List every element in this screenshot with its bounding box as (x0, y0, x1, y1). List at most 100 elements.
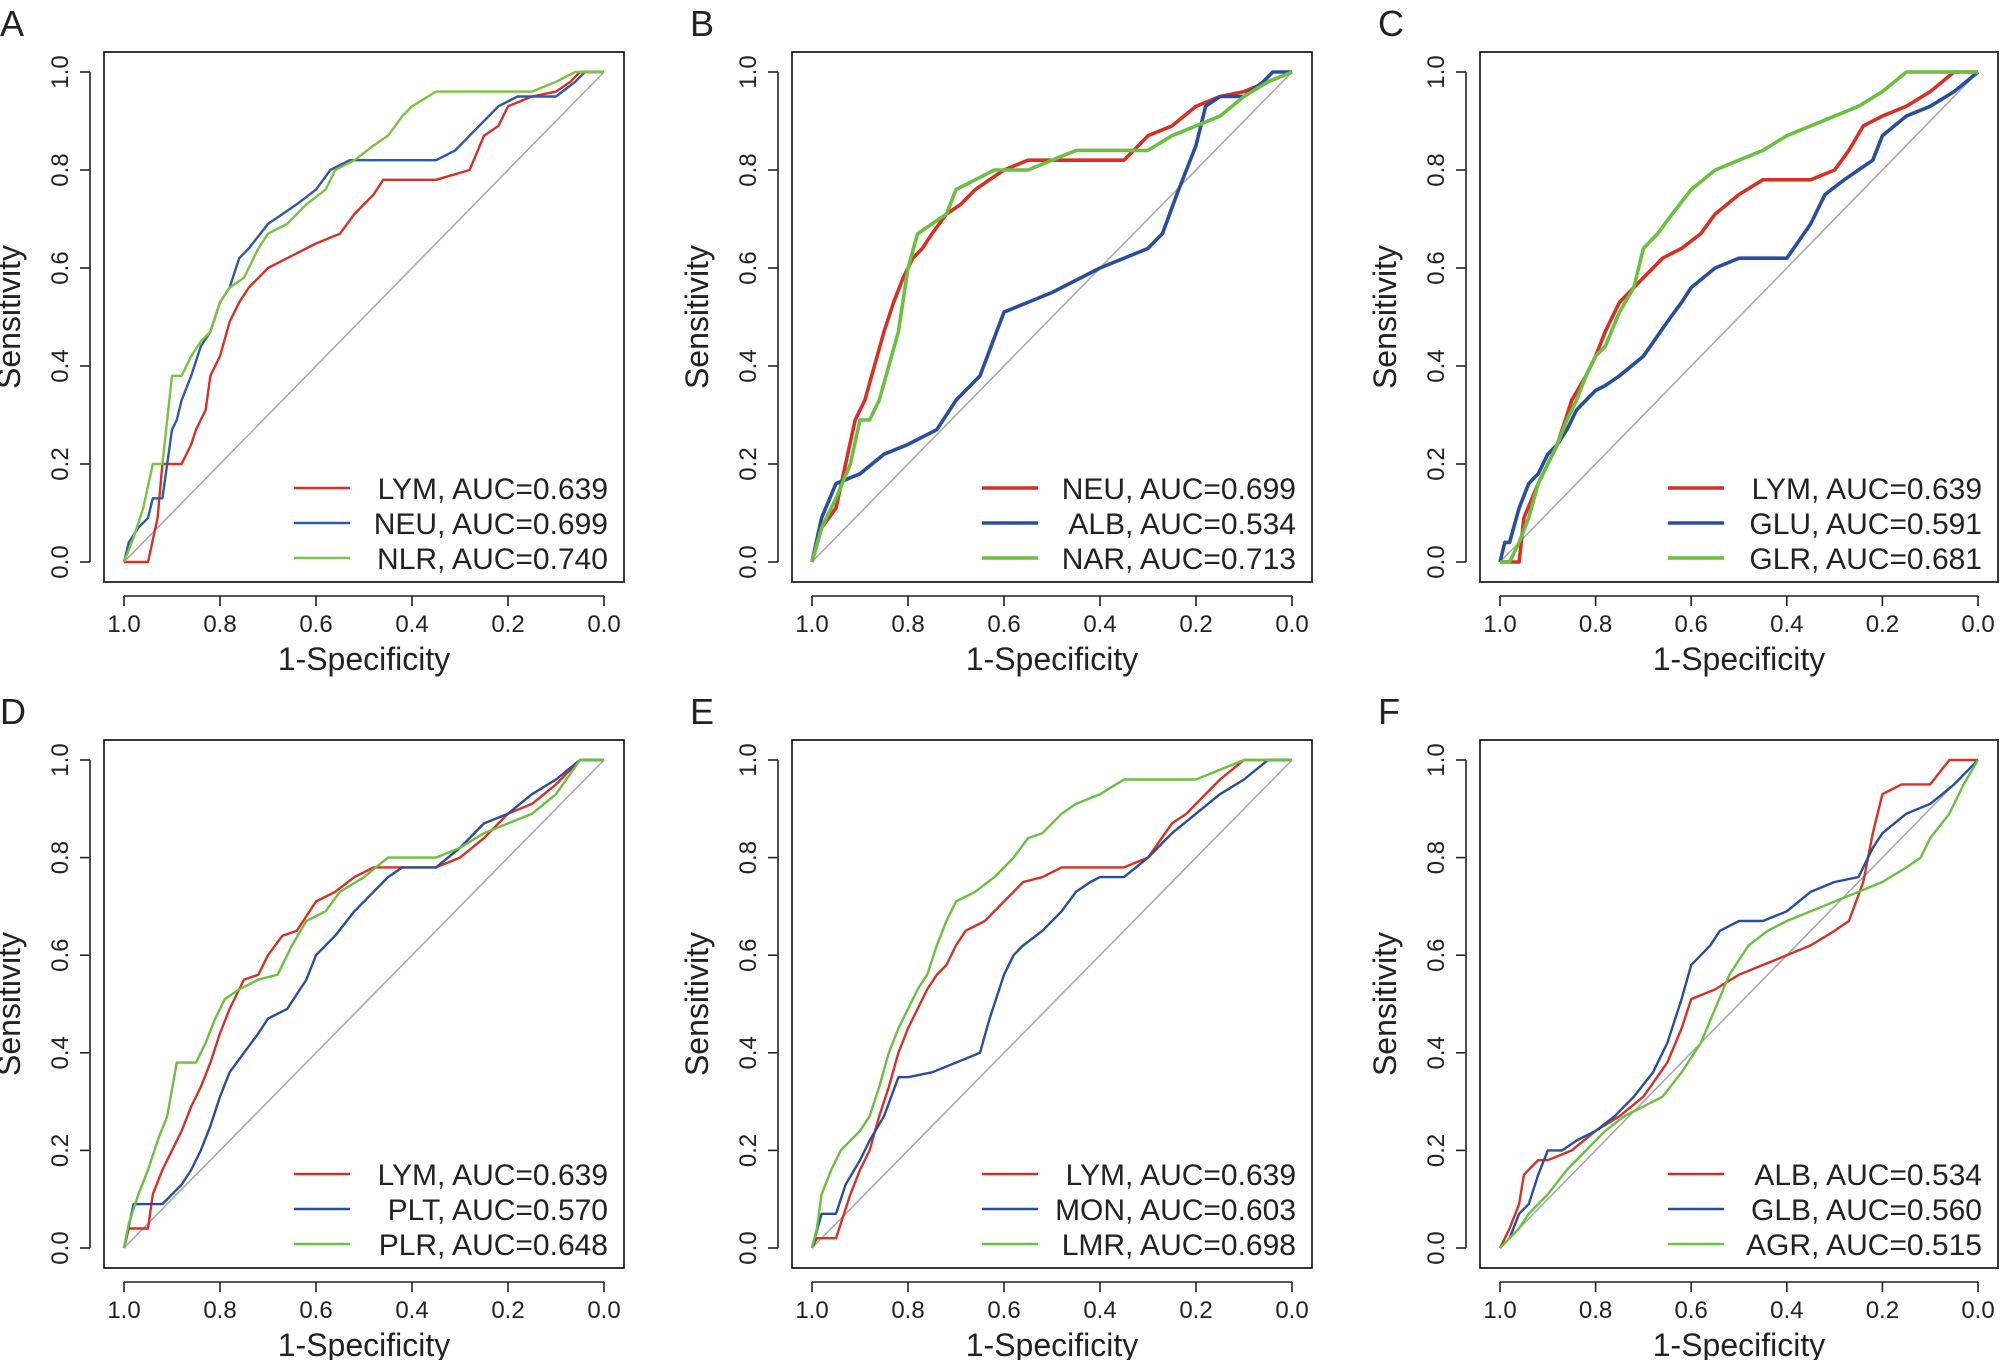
x-tick-label: 0.2 (491, 611, 524, 638)
legend-label: LYM, AUC=0.639 (378, 1159, 608, 1192)
y-axis-title: Sensitivity (0, 245, 27, 389)
x-axis-title: 1-Specificity (278, 641, 451, 677)
y-tick-label: 0.8 (1423, 841, 1450, 874)
x-axis-title: 1-Specificity (278, 1327, 451, 1360)
x-tick-label: 0.0 (1275, 611, 1308, 638)
y-tick-label: 0.6 (1423, 251, 1450, 284)
y-axis-title: Sensitivity (0, 932, 27, 1076)
y-tick-label: 0.6 (47, 251, 74, 284)
legend-label: NLR, AUC=0.740 (377, 543, 608, 576)
roc-panel-a: A 1.0 0.8 0.6 0.4 0.2 0.0 1-Specificity 0.0 0.2 0.… (0, 3, 624, 677)
y-axis-title: Sensitivity (679, 932, 715, 1076)
y-tick-label: 0.4 (735, 349, 762, 382)
x-tick-label: 0.0 (1961, 611, 1994, 638)
y-tick-label: 0.6 (47, 939, 74, 972)
y-tick-label: 0.2 (1423, 1134, 1450, 1167)
legend-label: LYM, AUC=0.639 (378, 473, 608, 506)
x-tick-label: 0.2 (1179, 1297, 1212, 1324)
panel-letter: B (690, 3, 714, 44)
y-tick-label: 0.6 (735, 939, 762, 972)
x-tick-label: 0.8 (203, 611, 236, 638)
x-tick-label: 1.0 (795, 611, 828, 638)
roc-panel-b: B1.0 0.8 0.6 0.4 0.2 0.01-Specificity0.00.20.… (679, 3, 1312, 677)
y-tick-label: 0.4 (47, 349, 74, 382)
legend-label: LYM, AUC=0.639 (1066, 1159, 1296, 1192)
legend-label: PLT, AUC=0.570 (388, 1194, 608, 1227)
x-tick-label: 0.8 (1579, 1297, 1612, 1324)
x-tick-label: 1.0 (107, 611, 140, 638)
x-tick-label: 0.2 (1866, 1297, 1899, 1324)
y-tick-label: 0.0 (47, 1231, 74, 1264)
x-tick-label: 0.6 (987, 611, 1020, 638)
y-tick-label: 1.0 (1423, 55, 1450, 88)
x-tick-label: 0.4 (1083, 1297, 1116, 1324)
y-axis-title: Sensitivity (1367, 245, 1403, 389)
legend-label: ALB, AUC=0.534 (1754, 1159, 1982, 1192)
x-tick-label: 1.0 (1483, 611, 1516, 638)
roc-panel-d: D 1.0 0.8 0.6 0.4 0.2 0.0 1-Specificity 0.0 0.2 0.… (0, 691, 624, 1360)
x-tick-label: 0.6 (299, 1297, 332, 1324)
y-tick-label: 0.0 (1423, 1231, 1450, 1264)
y-tick-label: 0.0 (735, 1231, 762, 1264)
y-tick-label: 0.2 (735, 447, 762, 480)
x-tick-label: 0.0 (1275, 1297, 1308, 1324)
x-tick-label: 0.8 (203, 1297, 236, 1324)
x-tick-label: 0.0 (1961, 1297, 1994, 1324)
y-tick-label: 0.6 (1423, 939, 1450, 972)
x-tick-label: 0.6 (1675, 611, 1708, 638)
legend-label: GLR, AUC=0.681 (1749, 543, 1982, 576)
x-tick-label: 1.0 (107, 1297, 140, 1324)
x-tick-label: 0.4 (1083, 611, 1116, 638)
x-tick-label: 0.4 (1770, 611, 1803, 638)
roc-panel-e: E 1.0 0.8 0.6 0.4 0.2 0.0 1-Specificity 0.0 0.2 0.… (679, 691, 1312, 1360)
y-tick-label: 0.4 (735, 1036, 762, 1069)
roc-panel-c: C 1.0 0.8 0.6 0.4 0.2 0.0 1-Specificity 0.0 0.2 0.… (1367, 3, 1998, 677)
legend-label: LMR, AUC=0.698 (1062, 1229, 1296, 1262)
y-tick-label: 1.0 (1423, 743, 1450, 776)
legend-label: NEU, AUC=0.699 (1062, 473, 1296, 506)
x-tick-label: 0.6 (987, 1297, 1020, 1324)
y-tick-label: 0.0 (47, 545, 74, 578)
y-tick-label: 0.6 (735, 251, 762, 284)
panel-letter: E (690, 691, 714, 732)
roc-figure: A 1.0 0.8 0.6 0.4 0.2 0.0 1-Specificity 0.0 0.2 0.… (0, 0, 2004, 1360)
x-axis-title: 1-Specificity (966, 1327, 1139, 1360)
y-tick-label: 0.2 (735, 1134, 762, 1167)
y-tick-label: 0.8 (735, 153, 762, 186)
x-tick-label: 0.0 (587, 1297, 620, 1324)
x-axis-title: 1-Specificity (1653, 641, 1826, 677)
legend-label: AGR, AUC=0.515 (1746, 1229, 1982, 1262)
y-tick-label: 0.2 (47, 447, 74, 480)
roc-panel-f: F 1.0 0.8 0.6 0.4 0.2 0.0 1-Specificity 0.0 0.2 0.… (1367, 691, 1998, 1360)
x-tick-label: 0.6 (1675, 1297, 1708, 1324)
y-tick-label: 1.0 (735, 743, 762, 776)
panel-letter: C (1378, 3, 1404, 44)
y-axis-title: Sensitivity (679, 245, 715, 389)
panel-letter: D (0, 691, 26, 732)
x-tick-label: 0.8 (891, 1297, 924, 1324)
panel-letter: A (0, 3, 24, 44)
legend-label: PLR, AUC=0.648 (379, 1229, 608, 1262)
y-tick-label: 0.8 (47, 841, 74, 874)
x-tick-label: 0.2 (1179, 611, 1212, 638)
y-tick-label: 1.0 (47, 743, 74, 776)
x-tick-label: 0.6 (299, 611, 332, 638)
legend-label: NAR, AUC=0.713 (1062, 543, 1296, 576)
x-axis-title: 1-Specificity (1653, 1327, 1826, 1360)
y-tick-label: 0.0 (735, 545, 762, 578)
x-tick-label: 0.4 (395, 1297, 428, 1324)
y-tick-label: 0.8 (47, 153, 74, 186)
x-tick-label: 1.0 (1483, 1297, 1516, 1324)
x-tick-label: 1.0 (795, 1297, 828, 1324)
y-tick-label: 0.4 (47, 1036, 74, 1069)
y-tick-label: 0.4 (1423, 349, 1450, 382)
x-tick-label: 0.8 (891, 611, 924, 638)
y-axis-title: Sensitivity (1367, 932, 1403, 1076)
y-tick-label: 0.2 (1423, 447, 1450, 480)
x-tick-label: 0.8 (1579, 611, 1612, 638)
legend-label: LYM, AUC=0.639 (1752, 473, 1982, 506)
legend-label: NEU, AUC=0.699 (374, 508, 608, 541)
legend-label: ALB, AUC=0.534 (1068, 508, 1296, 541)
y-tick-label: 1.0 (735, 55, 762, 88)
y-tick-label: 0.2 (47, 1134, 74, 1167)
